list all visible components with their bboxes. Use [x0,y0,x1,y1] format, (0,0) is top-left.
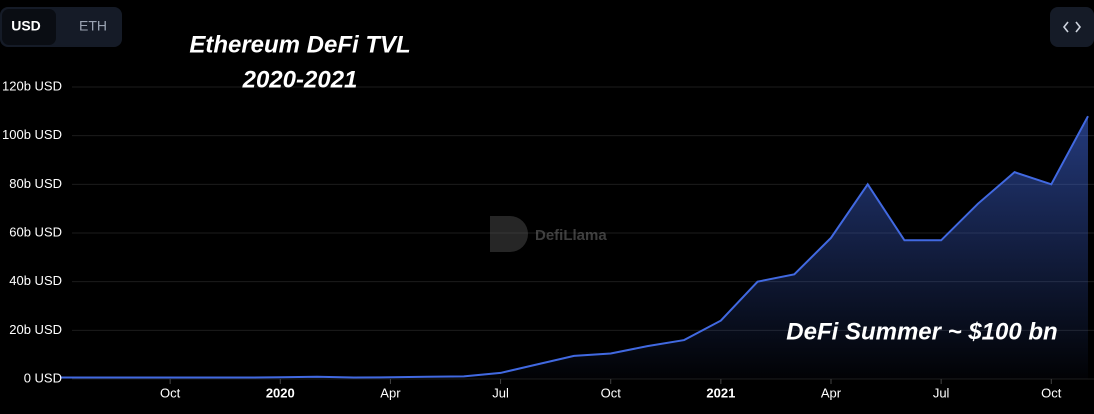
embed-icon [1062,21,1082,33]
y-tick-label: 120b USD [2,78,62,93]
watermark-icon [490,216,528,252]
y-tick-label: 100b USD [2,127,62,142]
x-tick-label: Apr [821,385,842,400]
x-tick-label: Jul [933,385,950,400]
usd-label[interactable]: USD [11,18,41,34]
chart-subtitle: 2020-2021 [242,66,358,93]
usd-button[interactable] [2,9,56,45]
y-tick-label: 20b USD [9,322,62,337]
x-tick-label: Oct [160,385,181,400]
chart-title: Ethereum DeFi TVL [189,31,410,58]
watermark-text: DefiLlama [535,227,607,244]
x-tick-label: Oct [1041,385,1062,400]
annotation: DeFi Summer ~ $100 bn [786,318,1057,345]
x-tick-label: Jul [492,385,509,400]
y-tick-label: 40b USD [9,273,62,288]
area-fill [60,116,1088,379]
area-line [60,115,1089,379]
watermark: DefiLlama [490,216,607,252]
embed-button[interactable] [1050,7,1094,47]
x-tick-label: 2020 [266,385,295,400]
x-tick-label: Apr [380,385,401,400]
y-tick-label: 60b USD [9,224,62,239]
y-tick-label: 0 USD [24,370,62,385]
y-tick-label: 80b USD [9,176,62,191]
x-tick-label: 2021 [706,385,735,400]
eth-label[interactable]: ETH [79,18,107,34]
x-tick-label: Oct [601,385,622,400]
